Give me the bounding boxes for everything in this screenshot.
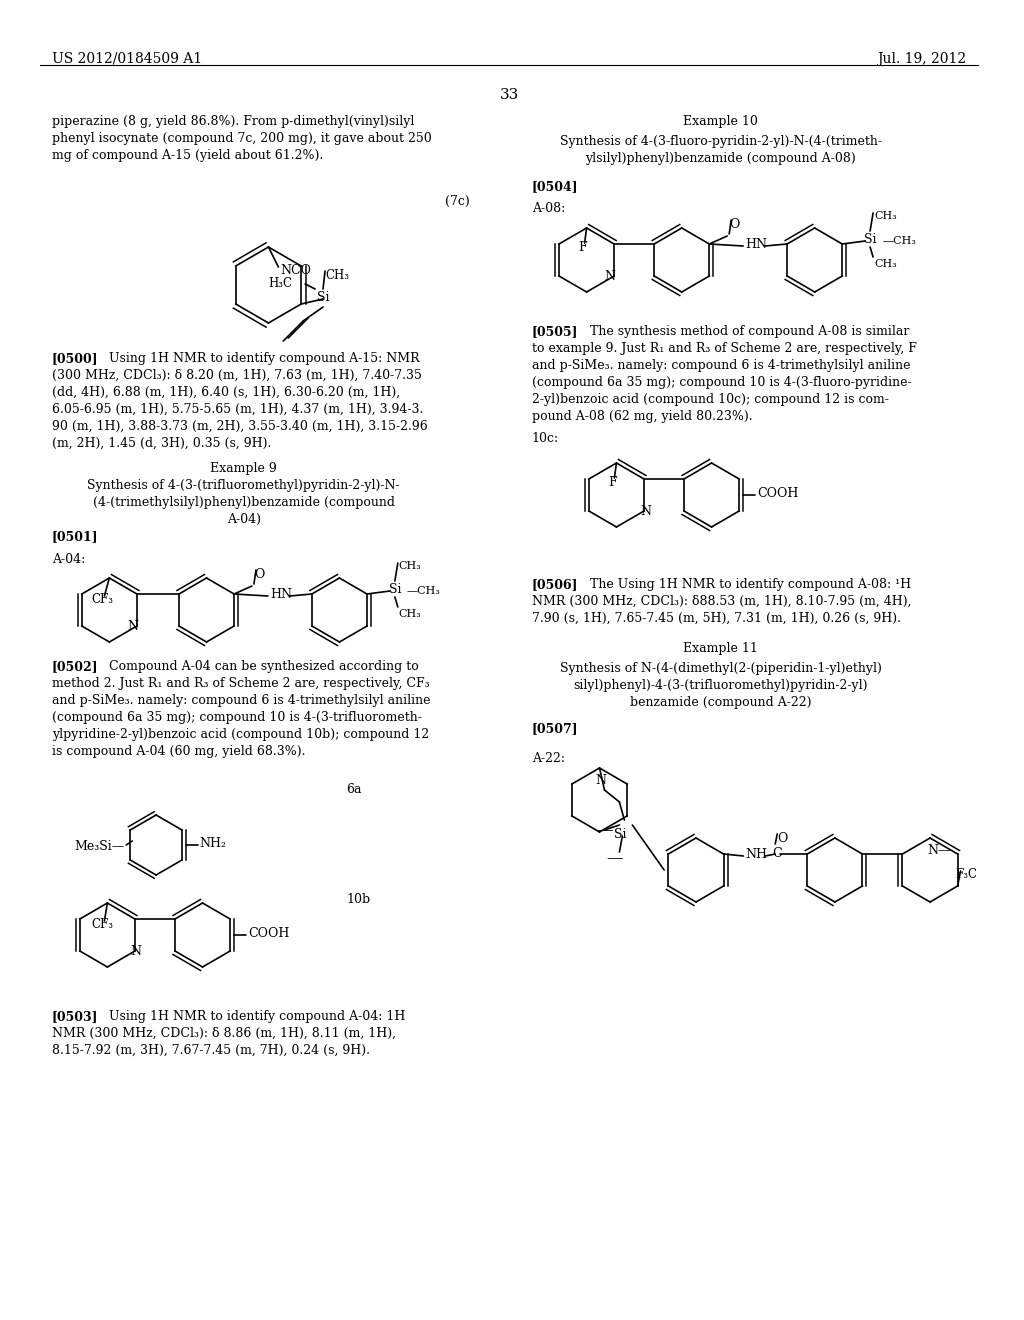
Text: COOH: COOH	[758, 487, 799, 500]
Text: O: O	[729, 218, 739, 231]
Text: A-04:: A-04:	[51, 553, 85, 566]
Text: benzamide (compound A-22): benzamide (compound A-22)	[630, 696, 812, 709]
Text: 7.90 (s, 1H), 7.65-7.45 (m, 5H), 7.31 (m, 1H), 0.26 (s, 9H).: 7.90 (s, 1H), 7.65-7.45 (m, 5H), 7.31 (m…	[531, 612, 901, 624]
Text: CH₃: CH₃	[874, 211, 897, 220]
Text: NMR (300 MHz, CDCl₃): δ88.53 (m, 1H), 8.10-7.95 (m, 4H),: NMR (300 MHz, CDCl₃): δ88.53 (m, 1H), 8.…	[531, 595, 911, 609]
Text: 33: 33	[500, 88, 519, 102]
Text: and p-SiMe₃. namely: compound 6 is 4-trimethylsilyl aniline: and p-SiMe₃. namely: compound 6 is 4-tri…	[531, 359, 910, 372]
Text: [0503]: [0503]	[51, 1010, 98, 1023]
Text: (compound 6a 35 mg); compound 10 is 4-(3-trifluorometh-: (compound 6a 35 mg); compound 10 is 4-(3…	[51, 711, 422, 723]
Text: phenyl isocynate (compound 7c, 200 mg), it gave about 250: phenyl isocynate (compound 7c, 200 mg), …	[51, 132, 431, 145]
Text: F₃C: F₃C	[955, 869, 978, 880]
Text: Si: Si	[614, 828, 627, 841]
Text: to example 9. Just R₁ and R₃ of Scheme 2 are, respectively, F: to example 9. Just R₁ and R₃ of Scheme 2…	[531, 342, 916, 355]
Text: (compound 6a 35 mg); compound 10 is 4-(3-fluoro-pyridine-: (compound 6a 35 mg); compound 10 is 4-(3…	[531, 376, 911, 389]
Text: and p-SiMe₃. namely: compound 6 is 4-trimethylsilyl aniline: and p-SiMe₃. namely: compound 6 is 4-tri…	[51, 694, 430, 708]
Text: The synthesis method of compound A-08 is similar: The synthesis method of compound A-08 is…	[590, 325, 909, 338]
Text: N: N	[127, 620, 138, 634]
Text: —: —	[597, 822, 613, 840]
Text: Using 1H NMR to identify compound A-15: NMR: Using 1H NMR to identify compound A-15: …	[110, 352, 420, 366]
Text: 10b: 10b	[346, 894, 370, 906]
Text: [0504]: [0504]	[531, 180, 579, 193]
Text: Jul. 19, 2012: Jul. 19, 2012	[878, 51, 967, 66]
Text: —CH₃: —CH₃	[407, 586, 440, 597]
Text: ylpyridine-2-yl)benzoic acid (compound 10b); compound 12: ylpyridine-2-yl)benzoic acid (compound 1…	[51, 729, 429, 741]
Text: (300 MHz, CDCl₃): δ 8.20 (m, 1H), 7.63 (m, 1H), 7.40-7.35: (300 MHz, CDCl₃): δ 8.20 (m, 1H), 7.63 (…	[51, 370, 422, 381]
Text: HN: HN	[745, 238, 767, 251]
Text: COOH: COOH	[248, 927, 290, 940]
Text: Example 10: Example 10	[683, 115, 758, 128]
Text: [0507]: [0507]	[531, 722, 579, 735]
Text: [0505]: [0505]	[531, 325, 579, 338]
Text: method 2. Just R₁ and R₃ of Scheme 2 are, respectively, CF₃: method 2. Just R₁ and R₃ of Scheme 2 are…	[51, 677, 429, 690]
Text: CF₃: CF₃	[91, 593, 114, 606]
Text: O: O	[777, 832, 787, 845]
Text: Synthesis of N-(4-(dimethyl(2-(piperidin-1-yl)ethyl): Synthesis of N-(4-(dimethyl(2-(piperidin…	[560, 663, 882, 675]
Text: Synthesis of 4-(3-fluoro-pyridin-2-yl)-N-(4-(trimeth-: Synthesis of 4-(3-fluoro-pyridin-2-yl)-N…	[560, 135, 882, 148]
Text: 10c:: 10c:	[531, 432, 559, 445]
Text: 8.15-7.92 (m, 3H), 7.67-7.45 (m, 7H), 0.24 (s, 9H).: 8.15-7.92 (m, 3H), 7.67-7.45 (m, 7H), 0.…	[51, 1044, 370, 1057]
Text: Si: Si	[864, 234, 877, 246]
Text: Example 11: Example 11	[683, 642, 758, 655]
Text: N: N	[640, 506, 651, 517]
Text: 2-yl)benzoic acid (compound 10c); compound 12 is com-: 2-yl)benzoic acid (compound 10c); compou…	[531, 393, 889, 407]
Text: Using 1H NMR to identify compound A-04: 1H: Using 1H NMR to identify compound A-04: …	[110, 1010, 406, 1023]
Text: ylsilyl)phenyl)benzamide (compound A-08): ylsilyl)phenyl)benzamide (compound A-08)	[586, 152, 856, 165]
Text: NCO: NCO	[281, 264, 311, 277]
Text: 90 (m, 1H), 3.88-3.73 (m, 2H), 3.55-3.40 (m, 1H), 3.15-2.96: 90 (m, 1H), 3.88-3.73 (m, 2H), 3.55-3.40…	[51, 420, 427, 433]
Text: N: N	[130, 945, 141, 958]
Text: A-04): A-04)	[226, 513, 260, 525]
Text: CH₃: CH₃	[874, 259, 897, 269]
Text: (4-(trimethylsilyl)phenyl)benzamide (compound: (4-(trimethylsilyl)phenyl)benzamide (com…	[92, 496, 394, 510]
Text: F: F	[608, 477, 617, 488]
Text: 6.05-6.95 (m, 1H), 5.75-5.65 (m, 1H), 4.37 (m, 1H), 3.94-3.: 6.05-6.95 (m, 1H), 5.75-5.65 (m, 1H), 4.…	[51, 403, 423, 416]
Text: CF₃: CF₃	[91, 917, 114, 931]
Text: Si: Si	[316, 290, 330, 304]
Text: [0502]: [0502]	[51, 660, 98, 673]
Text: Example 9: Example 9	[210, 462, 276, 475]
Text: piperazine (8 g, yield 86.8%). From p-dimethyl(vinyl)silyl: piperazine (8 g, yield 86.8%). From p-di…	[51, 115, 414, 128]
Text: A-08:: A-08:	[531, 202, 565, 215]
Text: [0501]: [0501]	[51, 531, 98, 543]
Text: (7c): (7c)	[445, 195, 470, 209]
Text: —: —	[606, 850, 624, 867]
Text: NMR (300 MHz, CDCl₃): δ 8.86 (m, 1H), 8.11 (m, 1H),: NMR (300 MHz, CDCl₃): δ 8.86 (m, 1H), 8.…	[51, 1027, 395, 1040]
Text: N: N	[605, 271, 615, 282]
Text: Compound A-04 can be synthesized according to: Compound A-04 can be synthesized accordi…	[110, 660, 419, 673]
Text: CH₃: CH₃	[398, 561, 422, 572]
Text: O: O	[254, 568, 264, 581]
Text: N: N	[596, 774, 606, 787]
Text: HN: HN	[270, 587, 292, 601]
Text: N—: N—	[927, 843, 950, 857]
Text: —CH₃: —CH₃	[882, 236, 915, 246]
Text: H₃C: H₃C	[268, 277, 293, 290]
Text: (dd, 4H), 6.88 (m, 1H), 6.40 (s, 1H), 6.30-6.20 (m, 1H),: (dd, 4H), 6.88 (m, 1H), 6.40 (s, 1H), 6.…	[51, 385, 399, 399]
Text: US 2012/0184509 A1: US 2012/0184509 A1	[51, 51, 202, 66]
Text: (m, 2H), 1.45 (d, 3H), 0.35 (s, 9H).: (m, 2H), 1.45 (d, 3H), 0.35 (s, 9H).	[51, 437, 271, 450]
Text: CH₃: CH₃	[325, 269, 349, 282]
Text: [0500]: [0500]	[51, 352, 98, 366]
Text: silyl)phenyl)-4-(3-(trifluoromethyl)pyridin-2-yl): silyl)phenyl)-4-(3-(trifluoromethyl)pyri…	[573, 678, 868, 692]
Text: [0506]: [0506]	[531, 578, 579, 591]
Text: A-22:: A-22:	[531, 752, 565, 766]
Text: is compound A-04 (60 mg, yield 68.3%).: is compound A-04 (60 mg, yield 68.3%).	[51, 744, 305, 758]
Text: NH₂: NH₂	[200, 837, 227, 850]
Text: C: C	[772, 847, 782, 861]
Text: mg of compound A-15 (yield about 61.2%).: mg of compound A-15 (yield about 61.2%).	[51, 149, 323, 162]
Text: Si: Si	[388, 583, 401, 597]
Text: pound A-08 (62 mg, yield 80.23%).: pound A-08 (62 mg, yield 80.23%).	[531, 411, 753, 422]
Text: The Using 1H NMR to identify compound A-08: ¹H: The Using 1H NMR to identify compound A-…	[590, 578, 910, 591]
Text: Synthesis of 4-(3-(trifluoromethyl)pyridin-2-yl)-N-: Synthesis of 4-(3-(trifluoromethyl)pyrid…	[87, 479, 400, 492]
Text: CH₃: CH₃	[398, 609, 422, 619]
Text: 6a: 6a	[346, 783, 361, 796]
Text: F: F	[579, 242, 588, 253]
Text: NH: NH	[745, 847, 767, 861]
Text: Me₃Si—: Me₃Si—	[75, 840, 125, 853]
